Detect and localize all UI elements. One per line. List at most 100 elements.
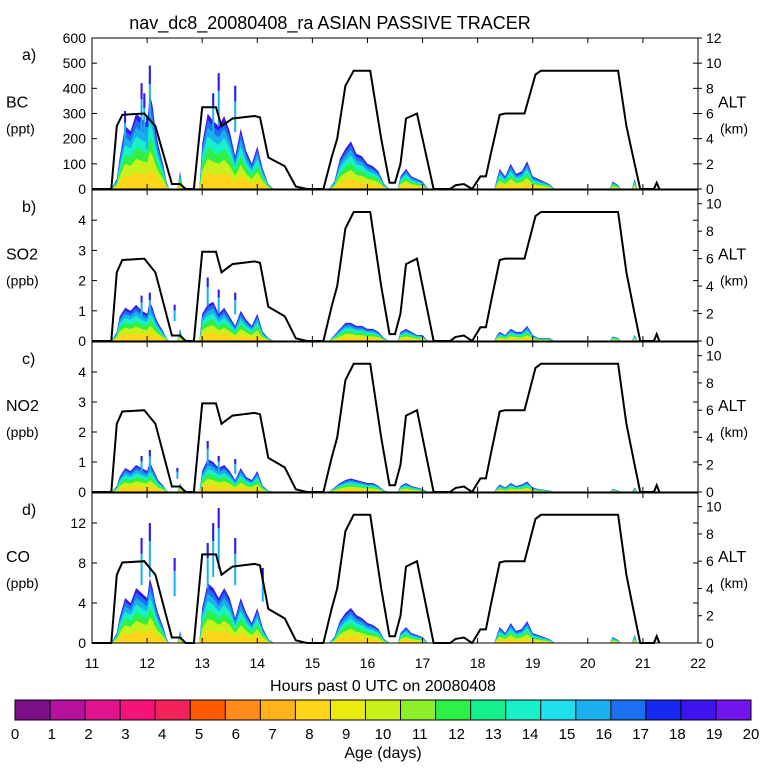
colorbar-tick-label: 18 [669,726,686,743]
y-tick-label: 3 [78,394,86,410]
species-label: SO2 [6,247,38,264]
x-tick-label: 21 [635,655,651,671]
alt-tick-label: 8 [706,223,714,239]
alt-tick-label: 8 [706,80,714,96]
alt-tick-label: 10 [706,499,722,515]
y-tick-label: 0 [78,484,86,500]
units-label: (ppt) [6,121,35,137]
plot-frame [91,189,699,342]
alt-tick-label: 0 [706,635,714,651]
x-tick-label: 15 [305,655,321,671]
alt-tick-label: 6 [706,106,714,122]
plot-frame [91,37,699,190]
alt-label: ALT [718,95,746,112]
alt-tick-label: 6 [706,251,714,267]
x-tick-label: 19 [525,655,541,671]
colorbar-tick-label: 3 [121,726,129,743]
alt-label: ALT [718,247,746,264]
colorbar-swatch [15,700,51,720]
alt-units-label: (km) [720,121,748,137]
colorbar-swatch [190,700,226,720]
colorbar-tick-label: 11 [412,726,428,743]
alt-units-label: (km) [720,575,748,591]
alt-tick-label: 4 [706,429,714,445]
colorbar-tick-label: 8 [305,726,313,743]
altitude-line [92,513,661,645]
colorbar-swatch [540,700,577,720]
colorbar-tick-label: 2 [84,726,92,743]
colorbar-swatch [120,700,156,720]
species-label: CO [6,549,30,566]
alt-tick-label: 4 [706,580,714,596]
tracer-age-band-6 [111,484,638,492]
x-axis: 11 12 13 14 15 16 17 18 19 20 21 22 [85,655,706,671]
colorbar-tick-label: 13 [485,726,502,743]
colorbar-swatch [295,700,331,720]
alt-tick-label: 0 [706,181,714,197]
colorbar-swatch [260,700,296,720]
panel-letter: c) [22,351,35,368]
colorbar-swatch [225,700,261,720]
altitude-line [92,211,661,343]
panel-co: 0 4 8 12 0 2 4 6 8 10 d) CO (ppb) ALT (km) [6,492,748,651]
y-tick-label: 1 [78,454,86,470]
colorbar-tick-label: 4 [158,726,166,743]
y-tick-label: 600 [63,30,87,46]
panel-no2: 0 1 2 3 4 0 2 4 6 8 10 c) NO2 (ppb) ALT (km) [6,341,748,500]
tracer-age-band-6 [111,332,638,341]
colorbar-tick-label: 14 [522,726,539,743]
colorbar-tick-label: 0 [11,726,19,743]
colorbar-swatch [645,700,682,720]
colorbar-swatch [505,700,542,720]
alt-tick-label: 10 [706,196,722,212]
alt-tick-label: 12 [706,30,722,46]
species-label: BC [6,95,28,112]
plot-frame [91,341,699,493]
units-label: (ppb) [6,575,39,591]
alt-tick-label: 4 [706,131,714,147]
units-label: (ppb) [6,273,39,289]
y-tick-label: 100 [63,156,87,172]
colorbar-tick-label: 6 [232,726,240,743]
alt-tick-label: 4 [706,278,714,294]
y-tick-label: 500 [63,55,87,71]
colorbar-swatch [365,700,402,720]
x-tick-label: 18 [470,655,486,671]
y-tick-label: 0 [78,181,86,197]
chart-title: nav_dc8_20080408_ra ASIAN PASSIVE TRACER [129,13,531,34]
colorbar-swatch [435,700,472,720]
y-tick-label: 300 [63,106,87,122]
panel-bc: 0 100 200 300 400 500 600 0 2 4 6 8 10 12 a) BC (ppt) ALT… [6,30,748,197]
alt-tick-label: 0 [706,333,714,349]
alt-units-label: (km) [720,273,748,289]
x-tick-label: 20 [580,655,596,671]
y-tick-label: 8 [78,555,86,571]
panel-letter: b) [22,199,36,216]
alt-tick-label: 2 [706,306,714,322]
y-tick-label: 3 [78,242,86,258]
plot-frame [91,492,699,644]
tracer-age-band-6 [111,168,638,189]
colorbar-tick-label: 20 [743,726,760,743]
alt-tick-label: 10 [706,55,722,71]
colorbar-label: Age (days) [344,745,421,762]
y-tick-label: 4 [78,595,86,611]
colorbar-tick-label: 17 [632,726,649,743]
colorbar-swatch [155,700,191,720]
colorbar-swatch [50,700,86,720]
colorbar-swatch [715,700,752,720]
panel-letter: a) [22,47,36,64]
colorbar-tick-label: 12 [448,726,465,743]
colorbar-tick-label: 10 [375,726,392,743]
x-tick-label: 13 [194,655,210,671]
y-tick-label: 400 [63,80,87,96]
colorbar-tick-label: 5 [195,726,203,743]
x-tick-label: 11 [85,655,100,671]
x-tick-label: 17 [415,655,431,671]
alt-tick-label: 6 [706,402,714,418]
y-tick-label: 12 [70,515,86,531]
alt-units-label: (km) [720,424,748,440]
colorbar-swatch [330,700,366,720]
x-tick-label: 14 [249,655,265,671]
